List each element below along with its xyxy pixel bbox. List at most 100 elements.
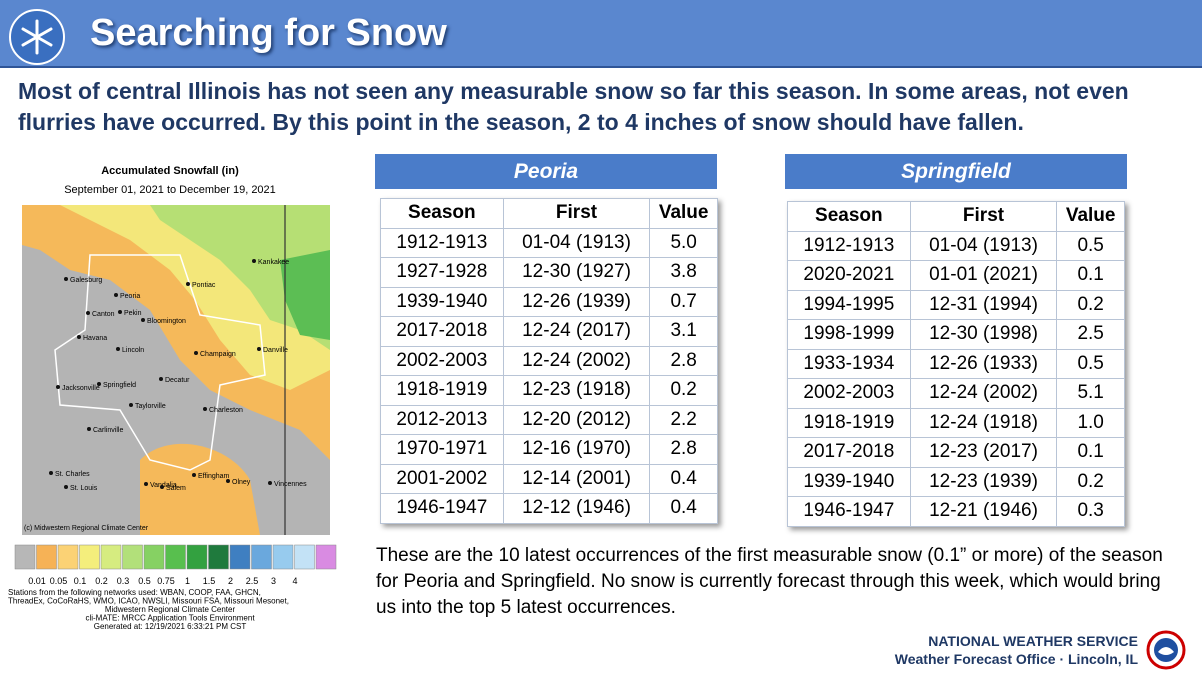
city-dot [186, 282, 190, 286]
table-row: 1933-1934 12-26 (1933) 0.5 [787, 348, 1125, 379]
table-row: 1946-1947 12-21 (1946) 0.3 [787, 496, 1125, 527]
map-title: Accumulated Snowfall (in) [101, 165, 239, 177]
header-row: Season First Value [380, 198, 718, 229]
city-dot [64, 277, 68, 281]
city-dot [144, 482, 148, 486]
legend-swatch [165, 544, 186, 570]
table-row: 2002-2003 12-24 (2002) 2.8 [380, 345, 718, 376]
table-cell: 12-26 (1939) [502, 286, 651, 317]
table-cell: 12-23 (1939) [909, 466, 1058, 497]
table-cell: 2012-2013 [380, 404, 504, 435]
table-row: 2001-2002 12-14 (2001) 0.4 [380, 463, 718, 494]
table-cell: 0.5 [1056, 230, 1125, 261]
city-dot [129, 403, 133, 407]
city-dot [226, 479, 230, 483]
legend-swatch [294, 544, 315, 570]
city-dot [77, 335, 81, 339]
city-dot [86, 311, 90, 315]
table-row: 2012-2013 12-20 (2012) 2.2 [380, 404, 718, 435]
map-dark-green [280, 250, 330, 340]
city-dot [114, 293, 118, 297]
city-label: Springfield [103, 382, 136, 389]
city-dot [56, 385, 60, 389]
city-dot [252, 259, 256, 263]
table-cell: 12-30 (1998) [909, 319, 1058, 350]
legend-swatch [57, 544, 79, 570]
snow-table: Season First Value 1912-1913 01-04 (1913) 0.5… [787, 201, 1125, 527]
map-note: Midwestern Regional Climate Center [105, 605, 236, 614]
table-cell: 0.1 [1056, 260, 1125, 291]
table-cell: 1918-1919 [380, 375, 504, 406]
table-row: 2020-2021 01-01 (2021) 0.1 [787, 260, 1125, 291]
legend-swatch [122, 544, 143, 570]
map-south-orange [140, 443, 260, 535]
table-row: 2017-2018 12-23 (2017) 0.1 [787, 437, 1125, 468]
table-cell: 1.0 [1056, 407, 1125, 438]
office-name: Weather Forecast Office · Lincoln, IL [894, 651, 1138, 667]
table-row: 1918-1919 12-23 (1918) 0.2 [380, 375, 718, 406]
city-dot [194, 351, 198, 355]
legend-label: 2.5 [246, 576, 259, 586]
table-cell: 5.0 [649, 227, 718, 258]
city-label: Champaign [200, 351, 236, 358]
table-cell: 2.8 [649, 345, 718, 376]
title: Searching for Snow [90, 12, 447, 54]
table-cell: 2002-2003 [380, 345, 504, 376]
legend-label: 1.5 [203, 576, 216, 586]
table-cell: 0.2 [1056, 466, 1125, 497]
legend-label: 4 [292, 576, 297, 586]
table-cell: 12-14 (2001) [502, 463, 651, 494]
table-cell: 1946-1947 [380, 493, 504, 524]
snowfall-map: Accumulated Snowfall (in) September 01, … [8, 165, 337, 631]
table-cell: 0.5 [1056, 348, 1125, 379]
table-cell: 1912-1913 [787, 230, 911, 261]
legend-swatch [79, 544, 100, 570]
legend-label: 0.75 [157, 576, 175, 586]
city-label: Pontiac [192, 282, 216, 289]
table-cell: 2017-2018 [380, 316, 504, 347]
table-cell: 12-21 (1946) [909, 496, 1058, 527]
table-cell: 1994-1995 [787, 289, 911, 320]
table-row: 1927-1928 12-30 (1927) 3.8 [380, 257, 718, 288]
city-label: Salem [166, 485, 186, 492]
map-note: Stations from the following networks use… [8, 588, 261, 597]
map-note: Generated at: 12/19/2021 6:33:21 PM CST [94, 622, 247, 631]
org-name: NATIONAL WEATHER SERVICE [928, 633, 1138, 649]
table-cell: 1946-1947 [787, 496, 911, 527]
table-cell: 12-24 (2017) [502, 316, 651, 347]
map-note: ThreadEx, CoCoRaHS, WMO, ICAO, NWSLI, Mi… [8, 597, 289, 606]
city-label: Charleston [209, 407, 243, 414]
table-cell: 1927-1928 [380, 257, 504, 288]
legend-swatch [143, 544, 165, 570]
table-row: 2017-2018 12-24 (2017) 3.1 [380, 316, 718, 347]
legend-swatch [315, 544, 337, 570]
column-header: Season [787, 201, 911, 232]
legend-label: 0.1 [74, 576, 87, 586]
city-dot [116, 347, 120, 351]
legend-label: 2 [228, 576, 233, 586]
table-row: 1994-1995 12-31 (1994) 0.2 [787, 289, 1125, 320]
note: These are the 10 latest occurrences of t… [376, 545, 1163, 618]
table-row: 1912-1913 01-04 (1913) 5.0 [380, 227, 718, 258]
city-dot [87, 427, 91, 431]
table-cell: 01-01 (2021) [909, 260, 1058, 291]
city-dot [192, 473, 196, 477]
table-cell: 2.2 [649, 404, 718, 435]
city-dot [203, 407, 207, 411]
table-cell: 12-24 (1918) [909, 407, 1058, 438]
table-cell: 0.2 [1056, 289, 1125, 320]
table-cell: 12-12 (1946) [502, 493, 651, 524]
legend-swatch [208, 544, 229, 570]
table-cell: 2020-2021 [787, 260, 911, 291]
table-title: Springfield [785, 154, 1127, 189]
table-cell: 0.1 [1056, 437, 1125, 468]
city-label: Effingham [198, 473, 230, 480]
city-label: Lincoln [122, 347, 144, 354]
city-label: Taylorville [135, 403, 166, 410]
table-cell: 0.4 [649, 463, 718, 494]
table-row: 1939-1940 12-26 (1939) 0.7 [380, 286, 718, 317]
table-cell: 1970-1971 [380, 434, 504, 465]
table-row: 1970-1971 12-16 (1970) 2.8 [380, 434, 718, 465]
city-dot [64, 485, 68, 489]
table-cell: 2.8 [649, 434, 718, 465]
